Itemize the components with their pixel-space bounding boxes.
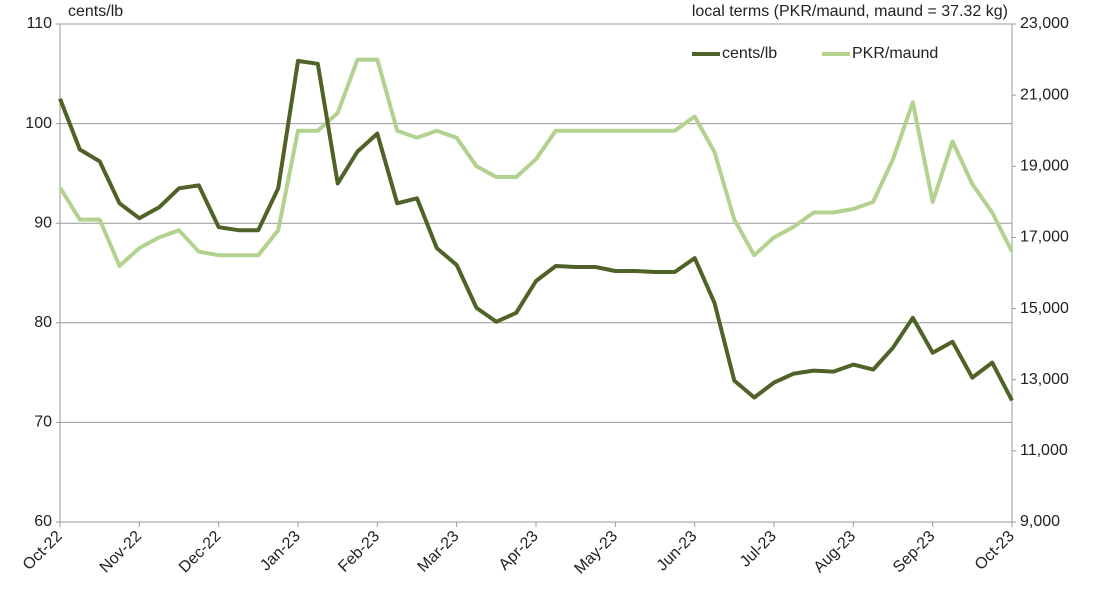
- y2-axis-label: local terms (PKR/maund, maund = 37.32 kg…: [692, 3, 1008, 20]
- y-tick-label: 60: [34, 513, 52, 530]
- y-tick-label: 70: [34, 414, 52, 431]
- y2-tick-label: 17,000: [1020, 229, 1069, 246]
- y2-tick-label: 9,000: [1020, 513, 1060, 530]
- x-tick-label: Jan-23: [257, 528, 304, 575]
- legend-label: cents/lb: [722, 45, 777, 62]
- x-tick-label: Dec-22: [176, 528, 225, 577]
- y-tick-label: 110: [26, 15, 52, 32]
- y2-tick-label: 23,000: [1020, 15, 1069, 32]
- y2-tick-label: 13,000: [1020, 371, 1069, 388]
- x-tick-label: May-23: [571, 528, 621, 578]
- x-tick-label: Apr-23: [496, 528, 542, 574]
- legend-label: PKR/maund: [852, 45, 938, 62]
- x-tick-label: Nov-22: [97, 528, 146, 577]
- y2-tick-label: 11,000: [1020, 442, 1068, 459]
- y2-tick-label: 19,000: [1020, 158, 1069, 175]
- x-tick-label: Mar-23: [415, 528, 463, 576]
- y-axis-label: cents/lb: [68, 3, 123, 20]
- series-line: [58, 57, 1014, 268]
- x-tick-label: Jun-23: [654, 528, 701, 575]
- y2-tick-label: 21,000: [1020, 86, 1069, 103]
- y-tick-label: 90: [34, 214, 52, 231]
- x-tick-label: Sep-23: [890, 528, 939, 577]
- series-line: [58, 58, 1014, 402]
- x-tick-label: Aug-23: [811, 528, 860, 577]
- y2-tick-label: 15,000: [1020, 300, 1069, 317]
- y-tick-label: 80: [34, 314, 52, 331]
- x-tick-label: Feb-23: [335, 528, 383, 576]
- x-tick-label: Oct-22: [20, 528, 66, 574]
- y-tick-label: 100: [25, 115, 52, 132]
- x-tick-label: Oct-23: [972, 528, 1018, 574]
- x-tick-label: Jul-23: [737, 528, 780, 571]
